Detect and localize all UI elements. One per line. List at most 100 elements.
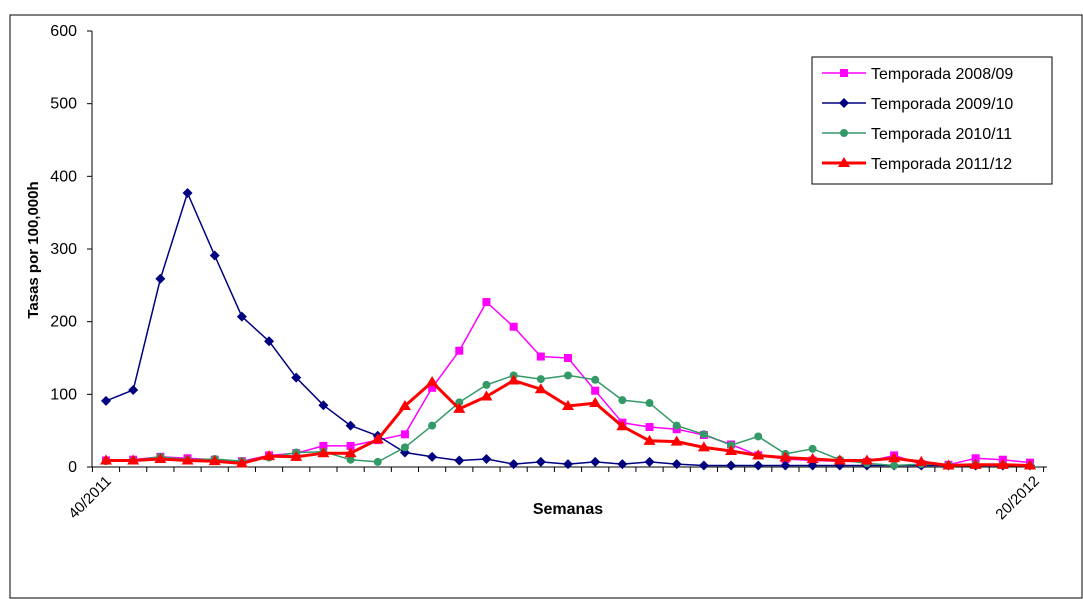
data-point (562, 399, 574, 410)
data-point (564, 371, 572, 380)
legend-label: Temporada 2009/10 (871, 96, 1013, 113)
data-point (427, 451, 438, 462)
data-point (617, 459, 628, 470)
data-point (319, 441, 328, 450)
data-point (481, 454, 492, 465)
data-point (400, 430, 409, 439)
data-point (426, 375, 439, 386)
data-point (697, 441, 710, 452)
data-point (996, 458, 1009, 469)
data-point (591, 375, 600, 384)
x-axis-ticks (91, 467, 1045, 472)
data-point (888, 452, 901, 463)
data-point (672, 421, 681, 430)
data-point (317, 447, 330, 458)
data-point (345, 420, 356, 431)
data-point (671, 459, 682, 470)
y-tick-label: 400 (50, 168, 77, 185)
data-point (616, 420, 629, 431)
data-point (182, 188, 193, 199)
data-point (644, 456, 655, 467)
y-tick-label: 500 (50, 96, 77, 113)
data-point (371, 433, 384, 444)
y-tick-label: 600 (50, 23, 77, 40)
data-point (455, 346, 464, 355)
data-point (969, 458, 982, 469)
data-point (154, 453, 167, 464)
data-point (808, 444, 817, 453)
data-point (752, 449, 765, 460)
data-point (915, 455, 928, 466)
data-point (754, 432, 763, 441)
data-point (645, 399, 654, 408)
data-point (236, 311, 247, 322)
data-point (455, 398, 464, 407)
data-point (290, 450, 303, 461)
data-point (346, 455, 355, 464)
data-point (507, 374, 520, 385)
legend-item: Temporada 2009/10 (822, 96, 1013, 113)
y-tick-label: 100 (50, 386, 77, 403)
data-point (101, 395, 111, 406)
data-point (208, 455, 221, 466)
legend-label: Temporada 2010/11 (871, 126, 1012, 143)
data-point (535, 456, 546, 467)
data-point (482, 298, 491, 307)
legend-label: Temporada 2008/09 (871, 66, 1013, 83)
data-point (509, 322, 518, 331)
legend-item: Temporada 2008/09 (822, 66, 1013, 83)
data-point (373, 457, 382, 466)
data-point (726, 460, 737, 471)
data-point (643, 434, 656, 445)
data-point (344, 447, 357, 458)
data-point (480, 390, 493, 401)
data-point (155, 273, 166, 284)
data-point (563, 459, 573, 470)
data-point (263, 450, 276, 461)
data-point (833, 454, 846, 465)
data-point (318, 400, 329, 411)
legend-swatch-marker (840, 69, 848, 77)
data-point (346, 441, 355, 450)
series-4 (100, 374, 1036, 470)
data-point (482, 380, 491, 389)
data-point (779, 451, 792, 462)
data-point (753, 460, 764, 471)
data-point (181, 454, 194, 465)
data-point (534, 383, 547, 394)
data-point (454, 455, 465, 466)
data-point (453, 402, 466, 413)
data-point (428, 383, 437, 392)
y-tick-label: 300 (50, 241, 77, 258)
data-point (699, 430, 708, 439)
y-axis-ticks: 0 100 200 300 400 500 600 (50, 23, 92, 476)
data-point (591, 386, 600, 395)
data-point (235, 457, 248, 468)
legend-swatch-marker (838, 157, 850, 167)
data-point (536, 352, 545, 361)
legend-item: Temporada 2011/12 (822, 156, 1012, 173)
series-layer (100, 188, 1036, 471)
data-point (291, 372, 302, 383)
data-point (971, 454, 980, 463)
data-point (209, 250, 220, 261)
data-point (589, 397, 602, 408)
data-point (508, 459, 519, 470)
data-point (725, 445, 738, 456)
data-point (400, 443, 409, 452)
data-point (100, 454, 112, 465)
data-point (698, 460, 709, 471)
legend: Temporada 2008/09 Temporada 2009/10 Tempor… (811, 56, 1053, 185)
data-point (536, 375, 545, 384)
data-point (807, 460, 818, 471)
y-tick-label: 200 (50, 314, 77, 331)
data-point (890, 461, 899, 470)
data-point (264, 336, 275, 347)
legend-swatch-marker (839, 98, 849, 108)
data-point (780, 460, 791, 471)
data-point (1024, 459, 1036, 470)
data-point (645, 423, 654, 432)
data-point (128, 384, 139, 395)
x-axis-title: Semanas (533, 501, 603, 518)
